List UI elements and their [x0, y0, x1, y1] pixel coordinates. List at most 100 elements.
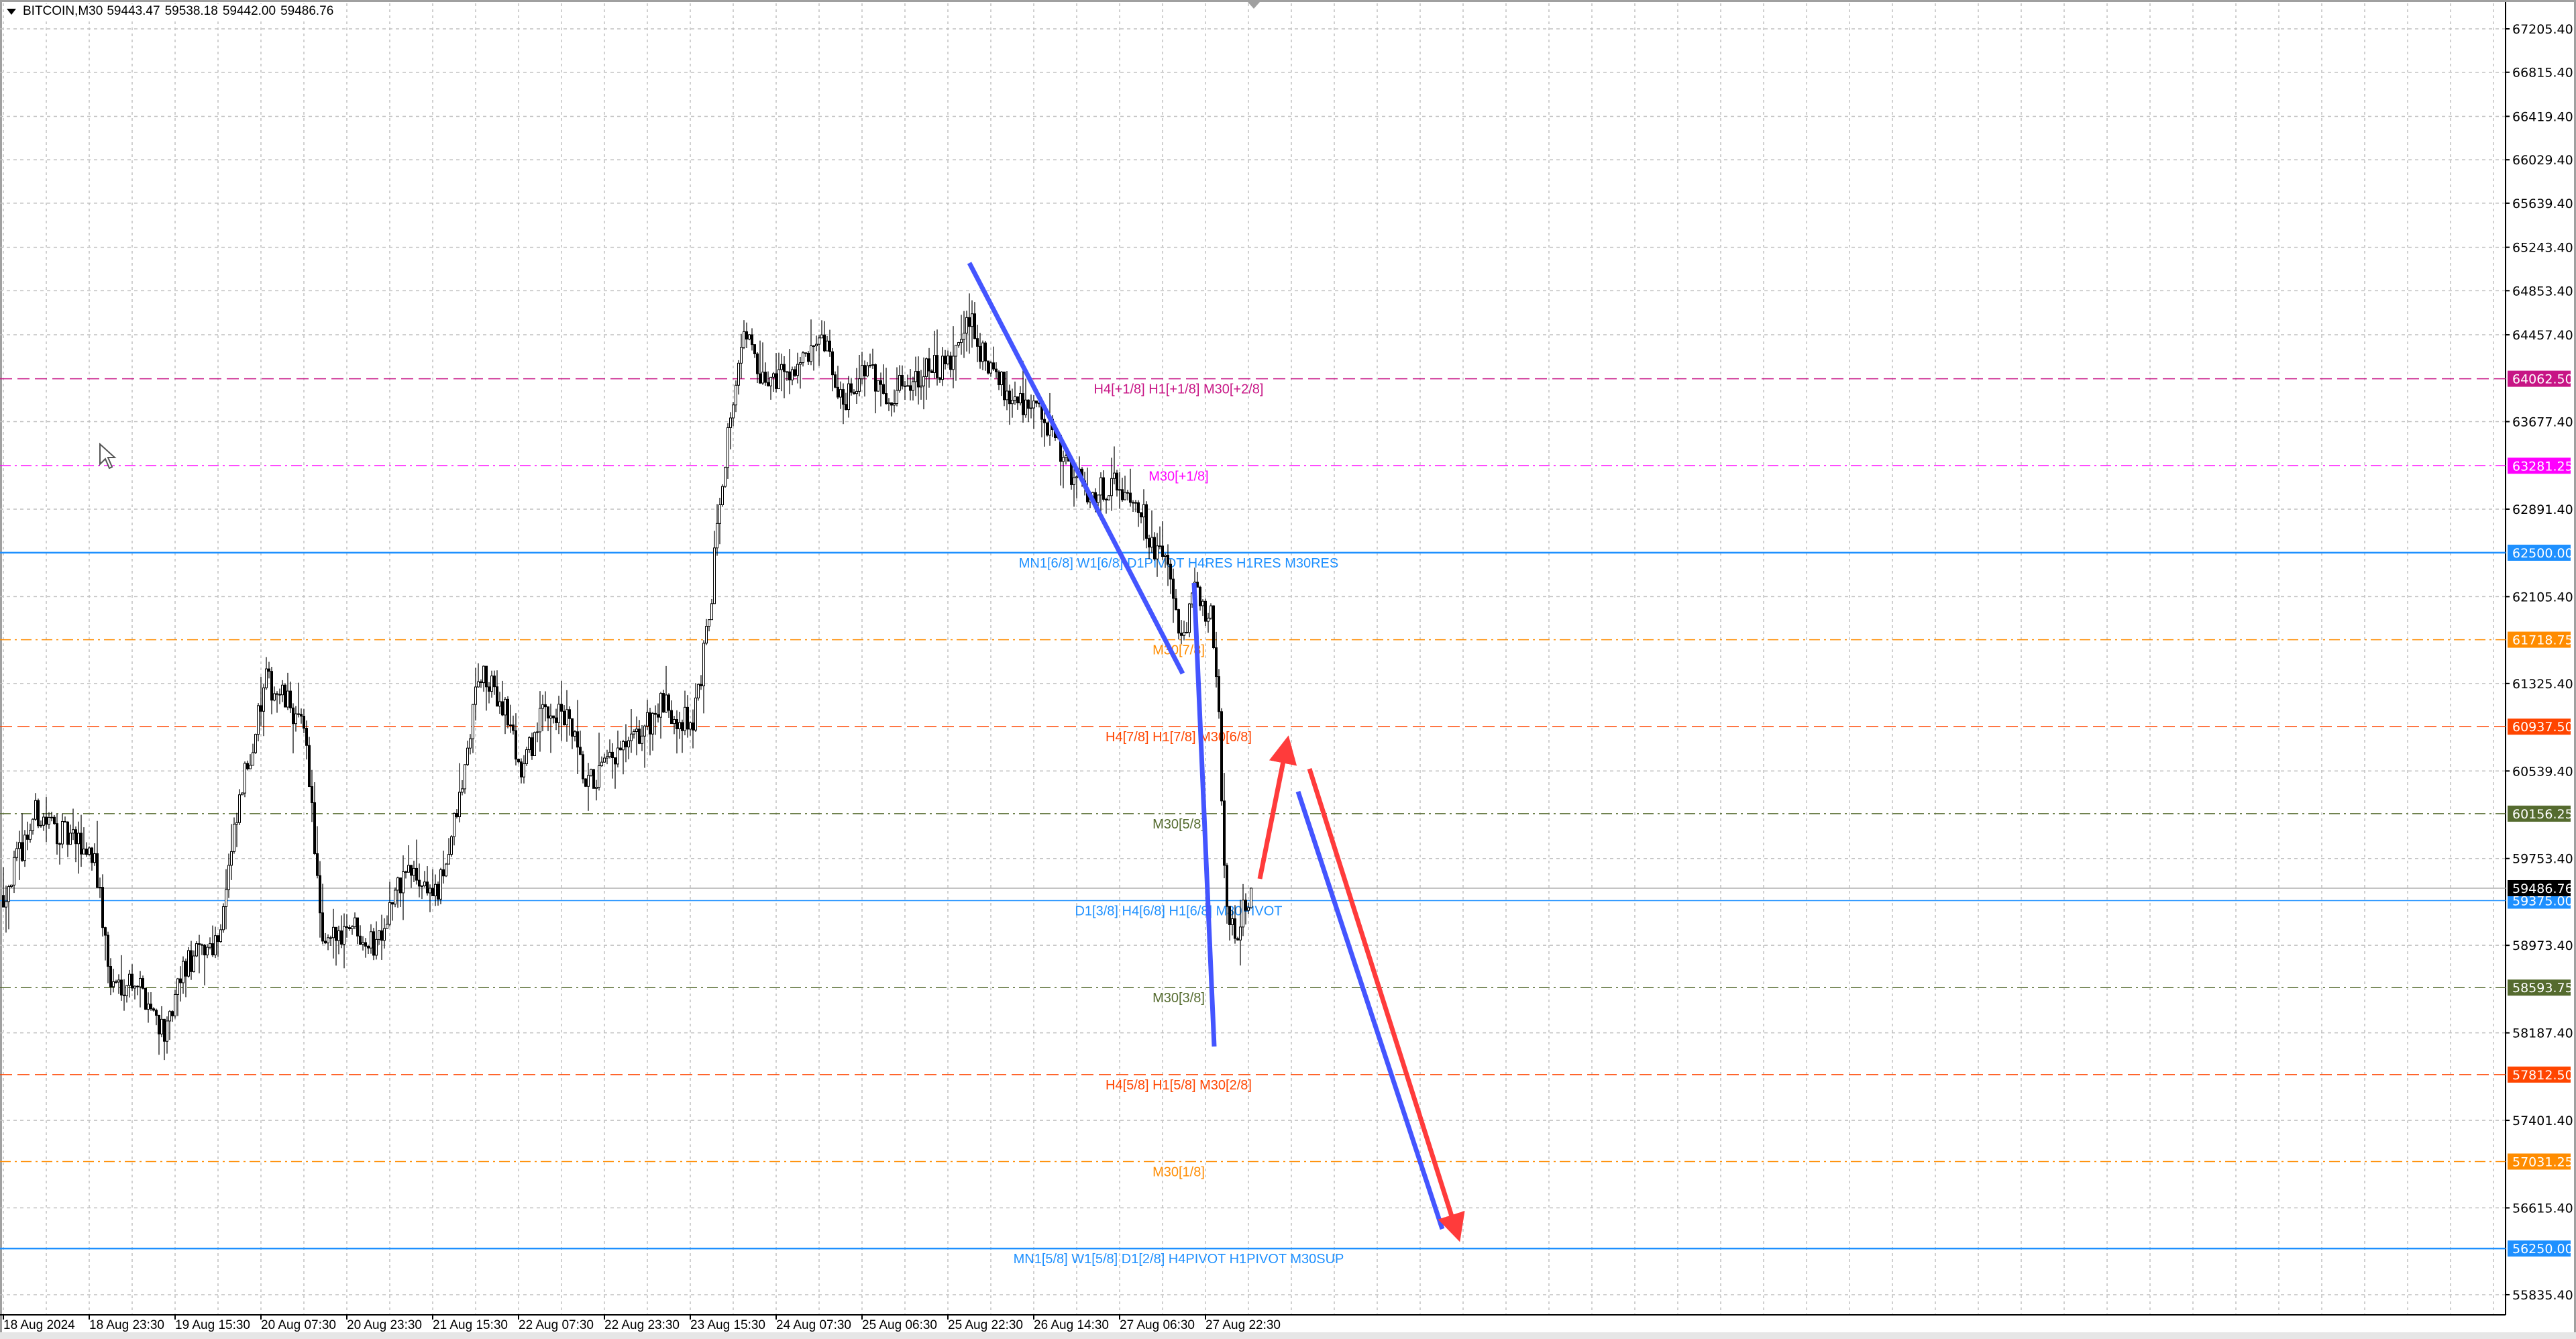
candle — [775, 353, 777, 393]
candle-body-bearish — [136, 985, 139, 987]
candle — [284, 683, 286, 708]
candle-body-bullish — [128, 973, 131, 986]
candle — [769, 376, 772, 400]
candle-body-bullish — [971, 313, 973, 327]
candle — [662, 690, 665, 713]
candle — [622, 739, 625, 775]
time-tick-label: 18 Aug 23:30 — [89, 1318, 164, 1332]
candle-body-bearish — [179, 978, 182, 983]
candle-body-bullish — [1014, 396, 1016, 401]
candle-body-bearish — [300, 714, 303, 717]
candle-body-bearish — [1126, 492, 1129, 494]
candle — [815, 335, 818, 352]
candle — [718, 498, 721, 545]
candle-body-bearish — [944, 356, 947, 364]
candle — [721, 484, 724, 507]
candle-body-bearish — [493, 676, 496, 688]
candle-body-bearish — [686, 706, 689, 730]
candle — [238, 789, 241, 825]
candle — [85, 842, 88, 857]
candle — [520, 758, 523, 784]
candle-body-bullish — [160, 1018, 163, 1034]
candle-body-bullish — [1210, 605, 1212, 619]
candle — [807, 351, 810, 365]
candle-body-bullish — [1075, 476, 1078, 478]
candle — [1188, 602, 1191, 638]
candle — [117, 974, 120, 994]
candle — [796, 352, 799, 384]
level-price-tag: 59375.00 — [2512, 894, 2573, 909]
candle-body-bearish — [123, 994, 125, 996]
candle — [115, 979, 117, 984]
candle — [370, 924, 372, 954]
candle-body-bullish — [472, 704, 474, 739]
candle — [727, 423, 729, 479]
candle-body-bullish — [477, 681, 480, 688]
candle-body-bullish — [235, 822, 238, 825]
candle — [340, 915, 343, 949]
candle — [286, 672, 289, 710]
candle-body-bullish — [912, 381, 914, 391]
candle-body-bearish — [783, 364, 786, 372]
candle-body-bullish — [133, 985, 136, 989]
candle — [246, 760, 249, 771]
chart-shift-marker[interactable] — [1248, 2, 1260, 9]
candle-body-bearish — [1116, 472, 1118, 491]
candle — [743, 320, 745, 350]
candle-body-bullish — [1124, 492, 1126, 500]
candle — [474, 667, 477, 721]
candle-body-bearish — [313, 802, 316, 854]
candle-body-bullish — [957, 342, 960, 345]
candle-body-bullish — [50, 816, 53, 818]
candle-body-bearish — [109, 966, 112, 987]
candle — [244, 761, 246, 798]
candle-body-bearish — [555, 717, 557, 723]
candle-body-bullish — [735, 384, 737, 406]
candle — [128, 969, 131, 998]
candle — [673, 716, 676, 735]
candle-body-bullish — [1150, 537, 1153, 548]
candle-body-bearish — [198, 943, 201, 945]
candle — [198, 934, 201, 973]
candle — [598, 733, 600, 791]
candle-body-bearish — [1105, 498, 1108, 500]
candle-body-bullish — [727, 427, 729, 468]
candle-body-bullish — [1142, 504, 1145, 518]
candle-body-bullish — [1239, 926, 1242, 941]
candle — [343, 913, 345, 969]
candle-body-bearish — [842, 389, 845, 405]
time-tick-label: 20 Aug 07:30 — [261, 1318, 336, 1332]
candle — [965, 311, 968, 352]
candle — [345, 914, 348, 938]
candle — [262, 684, 265, 737]
candle — [670, 700, 673, 725]
candle — [348, 924, 351, 931]
candle-body-bearish — [96, 853, 99, 888]
candle — [847, 376, 850, 418]
candle-body-bullish — [855, 390, 858, 394]
candle — [823, 321, 826, 353]
candle — [973, 302, 976, 339]
candle — [225, 869, 227, 930]
candle — [21, 813, 23, 862]
candle-body-bullish — [743, 331, 745, 348]
candle — [72, 808, 74, 841]
candle — [61, 813, 64, 849]
candle — [955, 344, 957, 381]
symbol-label: BITCOIN,M30 — [23, 4, 103, 18]
candle — [257, 703, 260, 742]
candle-body-bearish — [150, 1004, 152, 1010]
candle-body-bearish — [1016, 396, 1019, 404]
level-price-tag-box — [2508, 1240, 2571, 1257]
candle-body-bullish — [721, 486, 724, 506]
candle-body-bearish — [506, 698, 509, 726]
collapse-triangle-icon[interactable] — [7, 8, 16, 15]
candle-body-bearish — [426, 881, 429, 894]
candle — [963, 311, 965, 358]
candle-body-bullish — [195, 943, 198, 957]
candle — [139, 971, 142, 1008]
candle — [885, 368, 888, 405]
candle — [968, 293, 971, 354]
